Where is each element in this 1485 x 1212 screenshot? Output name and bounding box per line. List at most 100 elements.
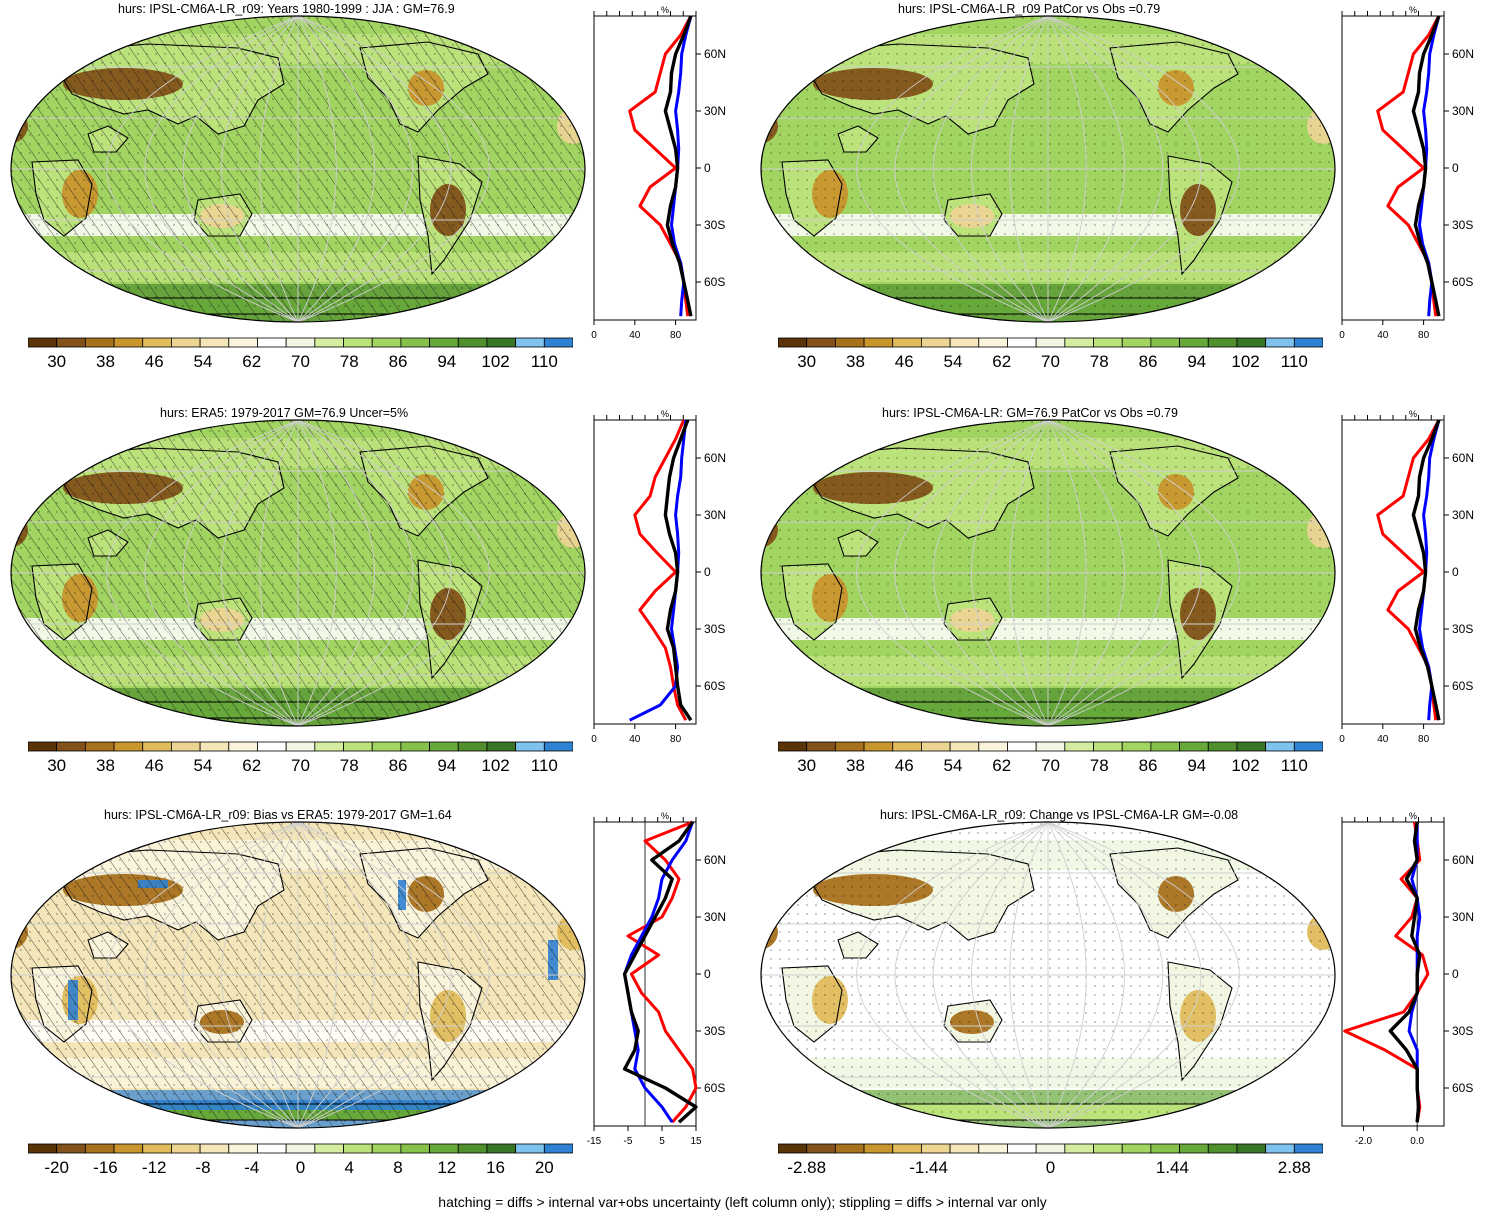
footer-note: hatching = diffs > internal var+obs unce… bbox=[438, 1194, 1047, 1210]
colorbar-swatch bbox=[142, 337, 172, 348]
colorbar-swatch bbox=[834, 741, 865, 752]
x-tick-label: 80 bbox=[1418, 330, 1430, 341]
colorbar-label: 46 bbox=[145, 756, 164, 775]
profile-line-model bbox=[622, 821, 698, 1124]
y-tick-label: 30S bbox=[704, 1024, 725, 1038]
panel-top-left: hurs: IPSL-CM6A-LR_r09: Years 1980-1999 … bbox=[0, 0, 742, 392]
colorbar-swatch bbox=[1007, 741, 1037, 752]
panel-middle-left: hurs: ERA5: 1979-2017 GM=76.9 Uncer=5% %… bbox=[0, 404, 742, 796]
world-map bbox=[10, 821, 586, 1129]
colorbar-swatch bbox=[921, 337, 951, 348]
colorbar-label: -8 bbox=[195, 1158, 210, 1177]
y-tick-label: 30N bbox=[704, 508, 726, 522]
profile-unit: % bbox=[661, 409, 669, 419]
colorbar-label: 102 bbox=[1231, 756, 1259, 775]
colorbar-label: -12 bbox=[142, 1158, 167, 1177]
y-tick-label: 30N bbox=[1452, 104, 1474, 118]
colorbar-swatch bbox=[806, 1143, 836, 1154]
profile-line-model bbox=[663, 15, 693, 317]
colorbar-swatch bbox=[1093, 741, 1123, 752]
world-map bbox=[760, 821, 1336, 1129]
colorbar-swatch bbox=[949, 741, 980, 752]
colorbar-label: 62 bbox=[242, 756, 261, 775]
colorbar-swatch bbox=[314, 337, 344, 348]
colorbar-swatch bbox=[84, 741, 115, 752]
colorbar-label: 102 bbox=[1231, 352, 1259, 371]
colorbar-label: 30 bbox=[797, 352, 816, 371]
colorbar-swatch bbox=[921, 741, 951, 752]
colorbar-label: -20 bbox=[44, 1158, 69, 1177]
map-title: hurs: IPSL-CM6A-LR: GM=76.9 PatCor vs Ob… bbox=[882, 406, 1178, 420]
colorbar-label: 54 bbox=[944, 756, 963, 775]
colorbar-swatch bbox=[543, 1143, 573, 1154]
world-map bbox=[10, 419, 586, 727]
colorbar-label: 38 bbox=[846, 756, 865, 775]
colorbar-swatch bbox=[371, 1143, 402, 1154]
colorbar-swatch bbox=[778, 337, 808, 348]
colorbar-swatch bbox=[457, 741, 488, 752]
colorbar-swatch bbox=[892, 1143, 922, 1154]
x-tick-label: 40 bbox=[629, 734, 641, 745]
profile-line-model bbox=[1388, 821, 1422, 1123]
colorbar-swatch bbox=[113, 337, 144, 348]
colorbar-swatch bbox=[1179, 741, 1209, 752]
colorbar-swatch bbox=[1207, 1143, 1238, 1154]
colorbar-swatch bbox=[1236, 1143, 1267, 1154]
colorbar-label: 46 bbox=[145, 352, 164, 371]
colorbar-swatch bbox=[1293, 741, 1323, 752]
y-tick-label: 30N bbox=[704, 104, 726, 118]
colorbar-label: 86 bbox=[389, 352, 408, 371]
colorbar-label: 54 bbox=[194, 756, 213, 775]
x-tick-label: 0.0 bbox=[1410, 1136, 1424, 1147]
map-field bbox=[11, 822, 585, 1128]
colorbar-label: 30 bbox=[47, 352, 66, 371]
map-field bbox=[761, 822, 1335, 1128]
colorbar-swatch bbox=[486, 337, 517, 348]
y-tick-label: 30N bbox=[1452, 508, 1474, 522]
colorbar-label: 62 bbox=[992, 352, 1011, 371]
colorbar-swatch bbox=[457, 337, 488, 348]
colorbar: 30 38 46 54 62 70 78 86 94 102 110 bbox=[28, 741, 573, 775]
colorbar-label: 30 bbox=[797, 756, 816, 775]
colorbar-swatch bbox=[515, 337, 545, 348]
world-map bbox=[10, 15, 586, 323]
colorbar-label: 94 bbox=[1187, 352, 1206, 371]
profile-line-model bbox=[1411, 15, 1441, 317]
colorbar-label: 86 bbox=[1139, 352, 1158, 371]
x-tick-label: -5 bbox=[624, 1136, 633, 1147]
y-tick-label: 60N bbox=[1452, 853, 1474, 867]
y-tick-label: 60N bbox=[704, 451, 726, 465]
y-tick-label: 60S bbox=[704, 275, 725, 289]
colorbar-swatch bbox=[343, 337, 373, 348]
colorbar-label: 110 bbox=[1281, 756, 1308, 775]
x-tick-label: -15 bbox=[587, 1136, 602, 1147]
panel-top-right: hurs: IPSL-CM6A-LR_r09 PatCor vs Obs =0.… bbox=[750, 0, 1485, 392]
colorbar-swatch bbox=[199, 1143, 230, 1154]
colorbar-swatch bbox=[199, 741, 230, 752]
y-tick-label: 30S bbox=[1452, 622, 1473, 636]
colorbar-swatch bbox=[543, 741, 573, 752]
panel-bottom-left: hurs: IPSL-CM6A-LR_r09: Bias vs ERA5: 19… bbox=[0, 806, 742, 1194]
colorbar-swatch bbox=[486, 741, 517, 752]
colorbar-label: 38 bbox=[846, 352, 865, 371]
colorbar-swatch bbox=[543, 337, 573, 348]
colorbar-label: 2.88 bbox=[1278, 1158, 1311, 1177]
colorbar-swatch bbox=[1093, 1143, 1123, 1154]
profile-line-model bbox=[663, 419, 693, 722]
x-tick-label: 15 bbox=[690, 1136, 702, 1147]
colorbar-label: 54 bbox=[194, 352, 213, 371]
colorbar-label: 12 bbox=[437, 1158, 456, 1177]
colorbar-swatch bbox=[892, 741, 922, 752]
colorbar-swatch bbox=[806, 741, 836, 752]
x-tick-label: 40 bbox=[1377, 734, 1389, 745]
colorbar-label: 94 bbox=[437, 756, 456, 775]
colorbar-label: 86 bbox=[1139, 756, 1158, 775]
profile-unit: % bbox=[1409, 409, 1417, 419]
zonal-profile: % 60N 30N 0 30S 60S -2.0 0.0 bbox=[1341, 811, 1474, 1147]
colorbar-swatch bbox=[863, 1143, 894, 1154]
y-tick-label: 30S bbox=[1452, 218, 1473, 232]
y-tick-label: 30N bbox=[1452, 910, 1474, 924]
colorbar-swatch bbox=[314, 1143, 344, 1154]
colorbar-swatch bbox=[56, 337, 86, 348]
x-tick-label: 0 bbox=[591, 734, 597, 745]
